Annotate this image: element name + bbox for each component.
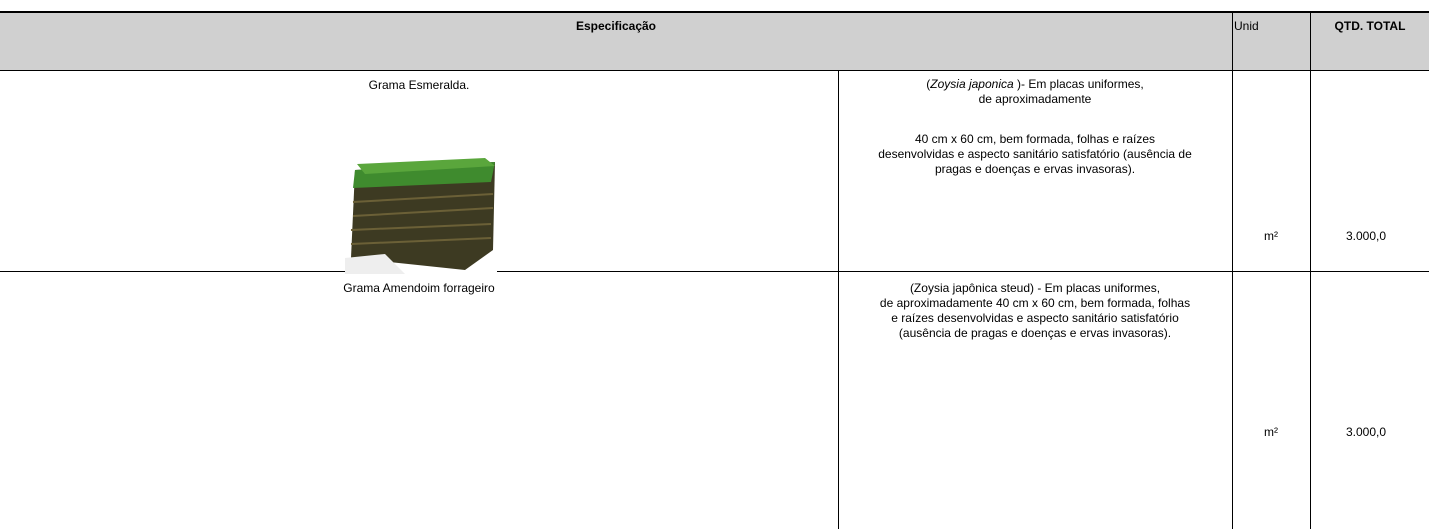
text-line: pragas e doenças e ervas invasoras). <box>934 162 1136 176</box>
paragraph: 40 cm x 60 cm, bem formada, folhas e raí… <box>838 132 1232 177</box>
header-specification: Especificação <box>575 19 657 33</box>
rule <box>838 70 839 529</box>
rule <box>1232 12 1233 529</box>
row-name: Grama Esmeralda. <box>368 78 470 92</box>
rule <box>0 271 1429 272</box>
row-unit: m² <box>1264 425 1278 439</box>
text-line: (ausência de pragas e doenças e ervas in… <box>898 326 1172 340</box>
grass-image <box>345 158 497 274</box>
row-name: Grama Amendoim forrageiro <box>343 281 495 295</box>
text-line: (Zoysia japônica steud) - Em placas unif… <box>909 281 1161 295</box>
header-unit: Unid <box>1234 19 1259 33</box>
text: )- Em placas uniformes, <box>1013 77 1144 91</box>
paragraph: (Zoysia japonica )- Em placas uniformes,… <box>838 77 1232 107</box>
species-name: Zoysia japonica <box>930 77 1014 91</box>
text: ( <box>926 77 931 91</box>
text-line: 40 cm x 60 cm, bem formada, folhas e raí… <box>914 132 1156 146</box>
row-description: (Zoysia japonica )- Em placas uniformes,… <box>838 77 1232 177</box>
text-line: e raízes desenvolvidas e aspecto sanitár… <box>891 311 1179 325</box>
row-quantity: 3.000,0 <box>1346 229 1387 243</box>
row-unit: m² <box>1264 229 1278 243</box>
header-quantity: QTD. TOTAL <box>1334 19 1406 33</box>
text-line: de aproximadamente 40 cm x 60 cm, bem fo… <box>879 296 1191 310</box>
text-line: de aproximadamente <box>978 92 1092 106</box>
rule <box>1310 12 1311 529</box>
row-quantity: 3.000,0 <box>1346 425 1387 439</box>
paragraph: (Zoysia japônica steud) - Em placas unif… <box>838 281 1232 341</box>
row-description: (Zoysia japônica steud) - Em placas unif… <box>838 281 1232 341</box>
text-line: (Zoysia japonica )- Em placas uniformes, <box>838 77 1232 92</box>
rule <box>0 11 1429 13</box>
header-row <box>0 12 1429 70</box>
rule <box>0 70 1429 71</box>
text-line: desenvolvidas e aspecto sanitário satisf… <box>878 147 1192 161</box>
